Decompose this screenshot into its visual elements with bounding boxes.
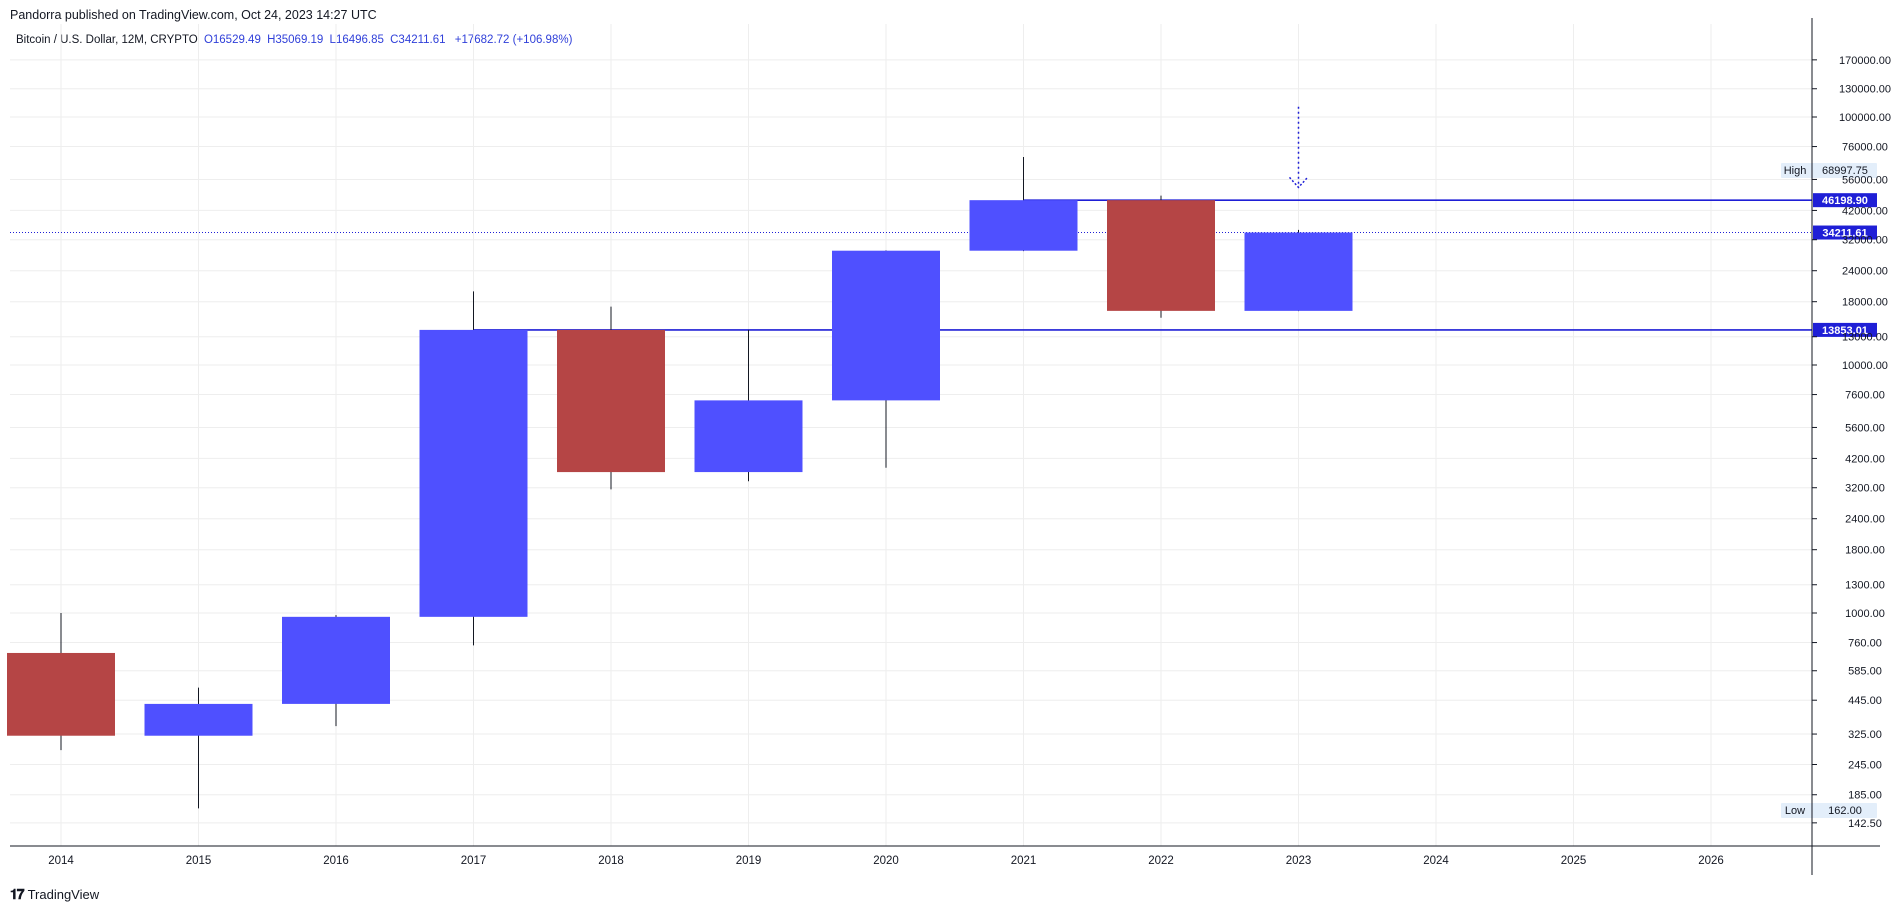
y-tick-label: 3200.00 [1845, 483, 1885, 495]
annotations: High 68997.75 Low 162.00 [1288, 106, 1877, 819]
candle [1107, 195, 1215, 318]
y-tick-label: 5600.00 [1845, 422, 1885, 434]
level-label-bg [1813, 193, 1877, 208]
candle [419, 291, 528, 646]
y-tick-label: 142.50 [1848, 818, 1882, 830]
y-tick-label: 18000.00 [1842, 297, 1888, 309]
candle-body [282, 616, 390, 704]
y-tick-label: 170000.00 [1839, 55, 1891, 67]
y-tick-label: 585.00 [1848, 666, 1882, 678]
arrow-head-icon [1288, 176, 1309, 189]
level-label: 13853.01 [1822, 325, 1868, 337]
y-tick-label: 1300.00 [1845, 580, 1885, 592]
time-axis[interactable]: 2014 2015 2016 2017 2018 2019 2020 2021 2022 2023… [10, 845, 1880, 867]
x-tick-label: 2024 [1423, 855, 1449, 867]
tradingview-logo-icon: 𝟏𝟕 [10, 886, 25, 902]
tradingview-brand: TradingView [27, 887, 100, 902]
y-tick-label: 445.00 [1848, 695, 1882, 707]
legend-change: +17682.72 (+106.98%) [454, 34, 573, 46]
candle-body [7, 652, 115, 736]
low-marker-title: Low [1785, 805, 1805, 817]
candles [7, 156, 1353, 809]
x-tick-label: 2025 [1561, 855, 1587, 867]
x-tick-label: 2021 [1011, 855, 1037, 867]
candle-body [832, 250, 940, 401]
candle [7, 613, 115, 751]
y-tick-label: 2400.00 [1845, 514, 1885, 526]
x-tick-label: 2023 [1286, 855, 1312, 867]
candle-body [144, 703, 253, 736]
current-price-label-bg [1813, 225, 1877, 240]
legend-low: L16496.85 [329, 34, 384, 46]
current-price-label: 34211.61 [1822, 228, 1867, 240]
candle [144, 687, 253, 809]
x-tick-label: 2020 [873, 855, 899, 867]
y-tick-label: 325.00 [1848, 729, 1882, 741]
candle [282, 615, 390, 727]
y-tick-label: 42000.00 [1842, 205, 1888, 217]
candle-body [557, 329, 665, 473]
y-tick-label: 4200.00 [1845, 453, 1885, 465]
x-tick-label: 2015 [186, 855, 212, 867]
y-tick-label: 13000.00 [1842, 332, 1888, 344]
y-tick-label: 1000.00 [1845, 608, 1885, 620]
candle [969, 156, 1078, 252]
level-label: 46198.90 [1822, 195, 1868, 207]
high-marker-title: High [1784, 165, 1807, 177]
price-axis[interactable]: 170000.00 130000.00 100000.00 76000.00 56000… [1811, 18, 1891, 875]
y-tick-label: 245.00 [1848, 759, 1882, 771]
legend-close: C34211.61 [390, 34, 446, 46]
x-tick-label: 2022 [1148, 855, 1174, 867]
horizontal-lines[interactable]: 46198.90 13853.01 34211.61 [10, 193, 1877, 337]
y-tick-label: 24000.00 [1842, 266, 1888, 278]
x-tick-label: 2014 [48, 855, 74, 867]
legend-high: H35069.19 [267, 34, 324, 46]
y-tick-label: 76000.00 [1842, 142, 1888, 154]
candle [694, 329, 803, 482]
low-marker-bg [1781, 803, 1877, 819]
level-label-bg [1813, 322, 1877, 337]
chart-grid [10, 24, 1812, 846]
candle-body [419, 329, 528, 617]
tradingview-footer[interactable]: 𝟏𝟕 TradingView [10, 886, 99, 903]
candle [832, 250, 940, 468]
price-chart[interactable]: 46198.90 13853.01 34211.61 High 68997.75 Low… [0, 0, 1891, 880]
x-tick-label: 2016 [323, 855, 349, 867]
high-marker-value: 68997.75 [1822, 165, 1868, 177]
candle [1244, 229, 1353, 312]
y-tick-label: 10000.00 [1842, 360, 1888, 372]
y-tick-label: 185.00 [1848, 790, 1882, 802]
y-tick-label: 130000.00 [1839, 84, 1891, 96]
candle-body [1244, 232, 1353, 311]
y-tick-label: 32000.00 [1842, 235, 1888, 247]
x-tick-label: 2019 [736, 855, 762, 867]
y-tick-label: 760.00 [1848, 638, 1882, 650]
legend-open: O16529.49 [203, 34, 261, 46]
x-tick-label: 2018 [598, 855, 624, 867]
y-tick-label: 56000.00 [1842, 174, 1888, 186]
x-tick-label: 2017 [461, 855, 487, 867]
x-tick-label: 2026 [1698, 855, 1724, 867]
candle-body [1107, 200, 1215, 311]
candle [557, 306, 665, 490]
y-tick-label: 1800.00 [1845, 545, 1885, 557]
y-tick-label: 7600.00 [1845, 390, 1885, 402]
candle-body [969, 200, 1078, 251]
publisher-line: Pandorra published on TradingView.com, O… [10, 8, 377, 22]
low-marker-value: 162.00 [1828, 805, 1862, 817]
y-tick-label: 100000.00 [1839, 112, 1891, 124]
high-marker-bg [1781, 162, 1877, 178]
candle-body [694, 400, 803, 473]
